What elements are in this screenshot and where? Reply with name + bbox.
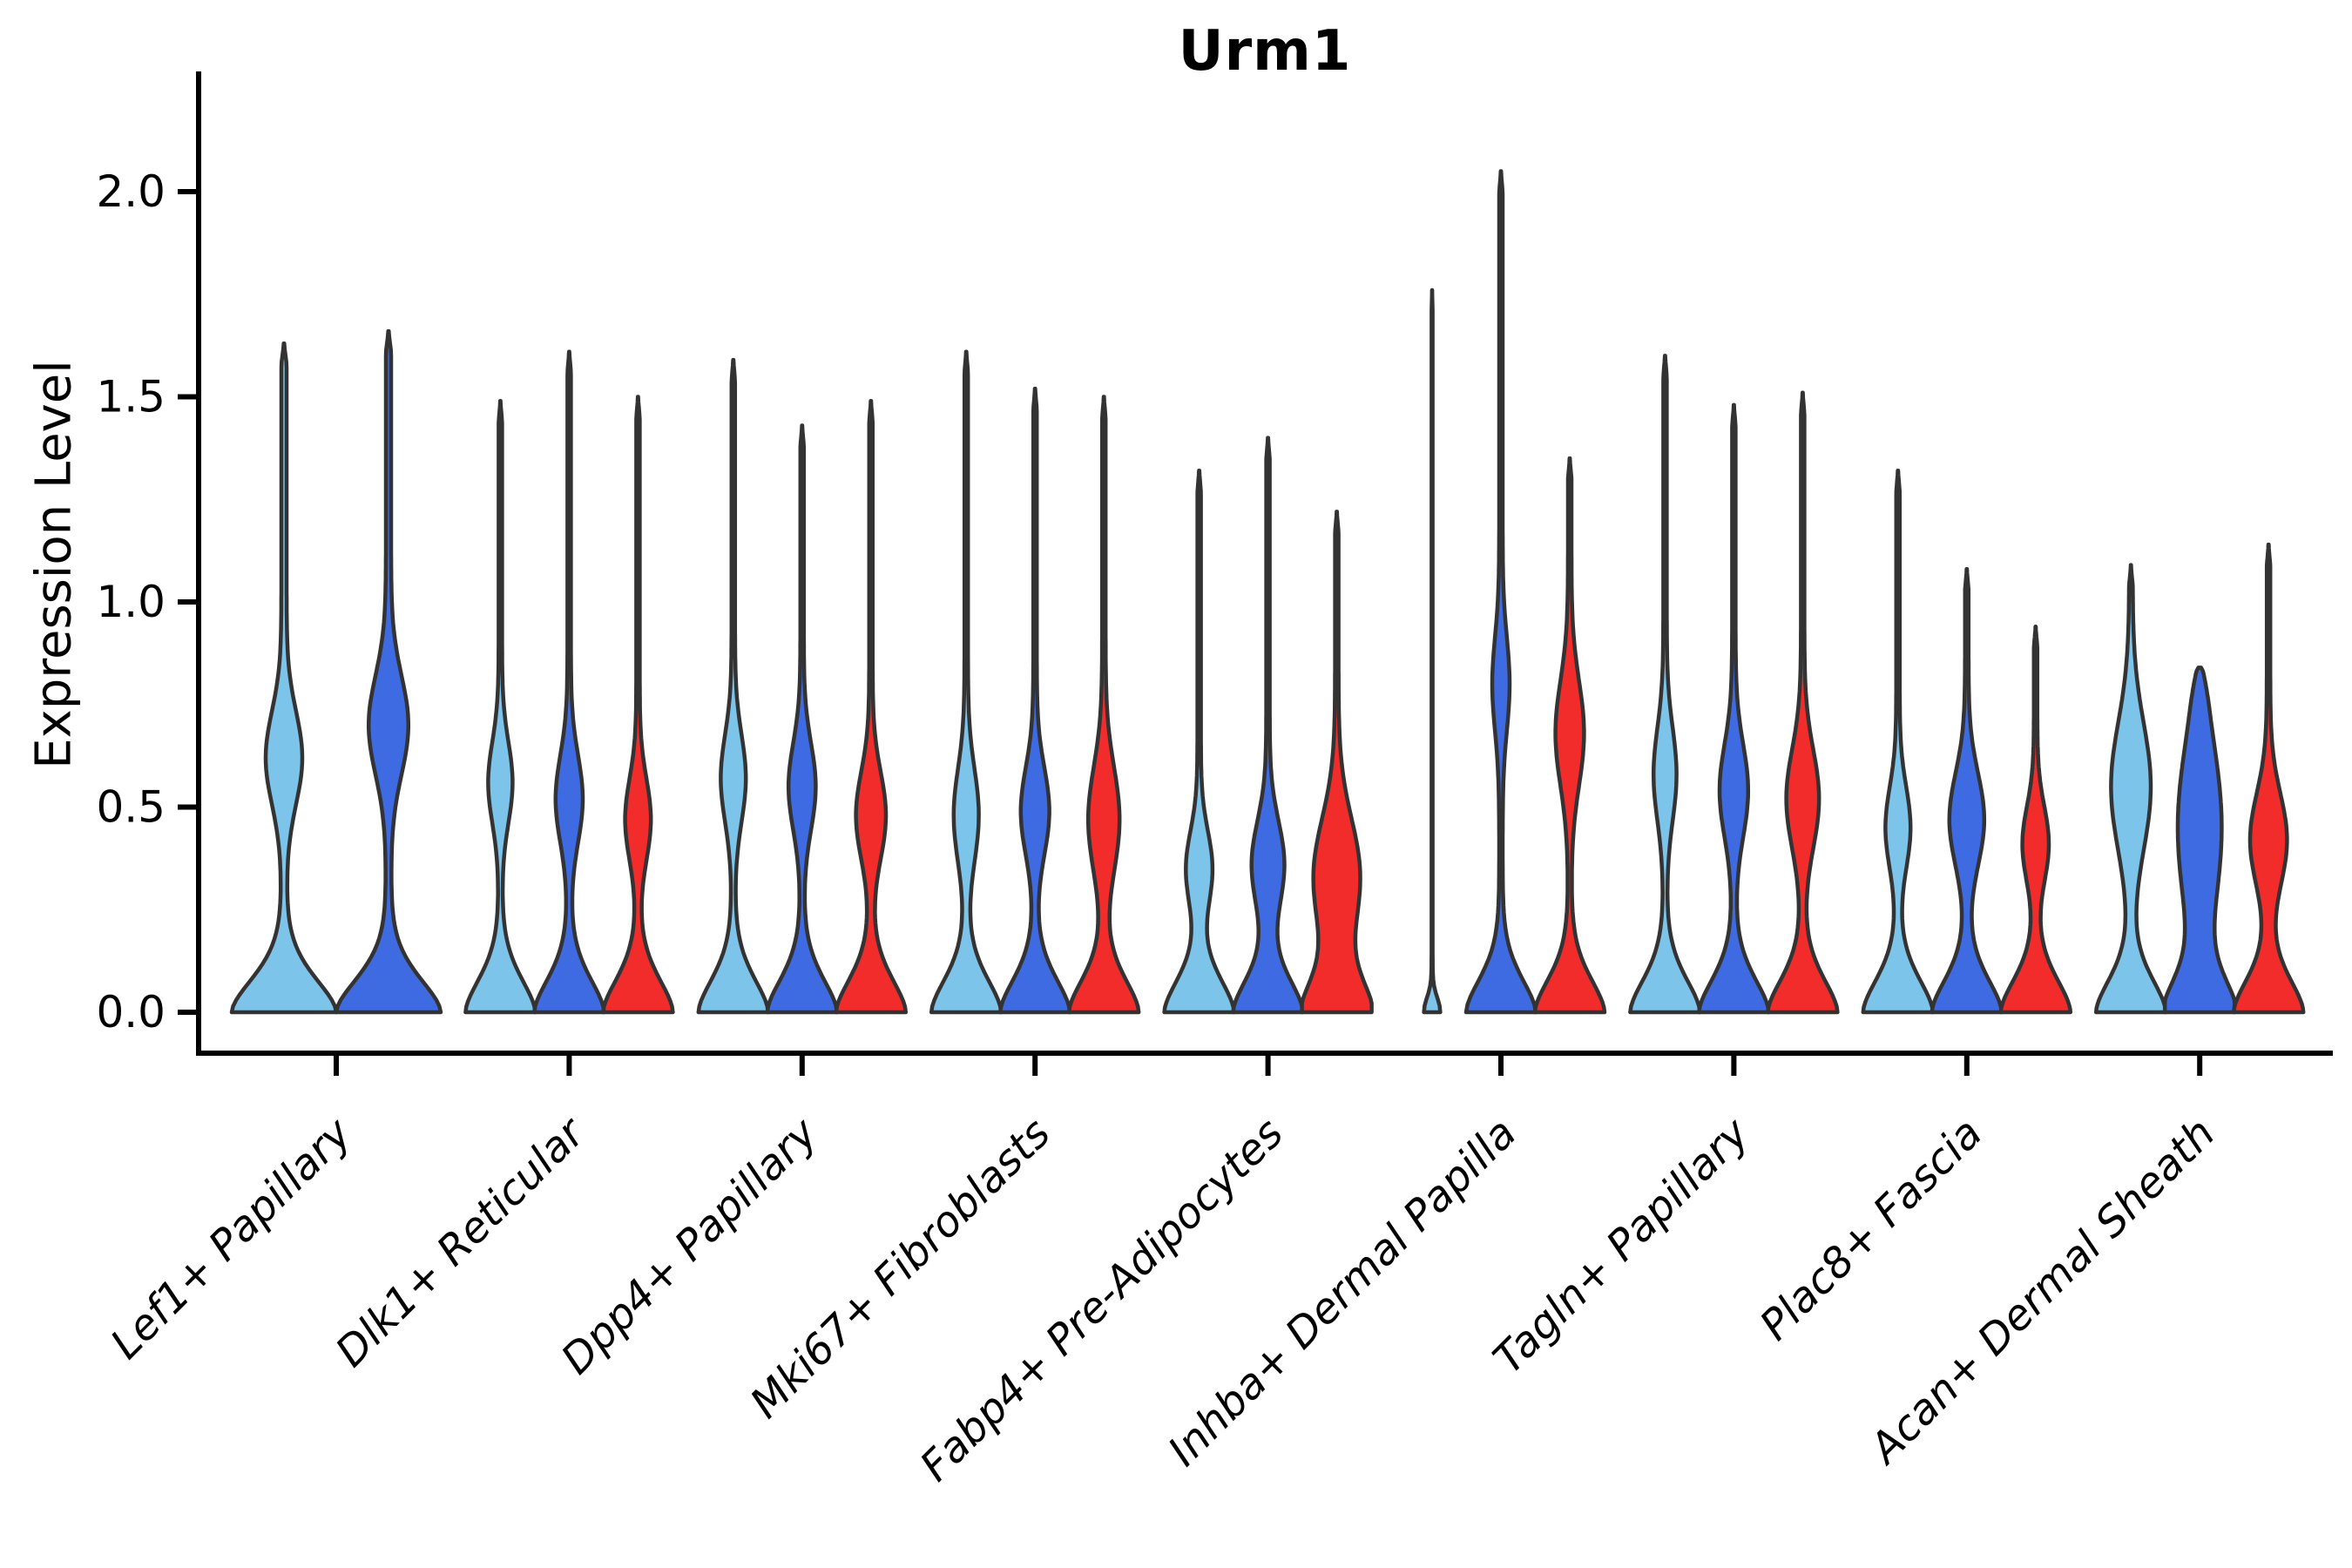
violin-9-dark_blue <box>2162 666 2237 1015</box>
violin-2-dark_blue <box>532 349 606 1015</box>
violin-1-dark_blue <box>334 328 443 1015</box>
chart-title: Urm1 <box>1178 19 1352 84</box>
x-tick-label: Dpp4+ Papillary <box>552 1108 828 1383</box>
violin-4-red <box>1066 395 1141 1015</box>
y-tick-label: 2.0 <box>96 166 166 217</box>
violin-4-light_blue <box>929 349 1004 1015</box>
x-tick-label: Dlk1+ Reticular <box>327 1107 597 1377</box>
x-tick-label: Tagln+ Papillary <box>1484 1108 1760 1383</box>
violin-6-dark_blue <box>1463 169 1538 1015</box>
y-tick-label: 0.0 <box>96 987 166 1037</box>
violin-3-dark_blue <box>765 423 840 1015</box>
violin-2-light_blue <box>463 398 537 1015</box>
violin-7-light_blue <box>1628 354 1702 1015</box>
violin-5-light_blue <box>1162 469 1236 1015</box>
violin-7-red <box>1766 390 1840 1015</box>
y-tick-label: 0.5 <box>96 782 166 833</box>
violin-2-red <box>601 395 675 1015</box>
violin-7-dark_blue <box>1697 402 1771 1015</box>
violin-5-red <box>1300 510 1374 1015</box>
violin-9-red <box>2231 542 2306 1015</box>
x-tick-label: Plac8+ Fascia <box>1751 1109 1992 1350</box>
violin-8-red <box>1998 625 2073 1015</box>
violin-1-light_blue <box>229 341 339 1015</box>
violin-8-dark_blue <box>1930 567 2004 1015</box>
y-tick-label: 1.5 <box>96 372 166 422</box>
violin-8-light_blue <box>1861 469 1936 1015</box>
violin-3-light_blue <box>696 357 771 1015</box>
y-tick-label: 1.0 <box>96 577 166 627</box>
x-tick-label: Lef1+ Papillary <box>101 1108 362 1369</box>
violin-9-light_blue <box>2093 563 2168 1015</box>
violin-6-light_blue <box>1422 287 1443 1015</box>
violin-4-dark_blue <box>997 386 1072 1015</box>
violin-3-red <box>834 398 909 1015</box>
violin-5-dark_blue <box>1231 436 1305 1015</box>
violin-6-red <box>1532 456 1607 1015</box>
